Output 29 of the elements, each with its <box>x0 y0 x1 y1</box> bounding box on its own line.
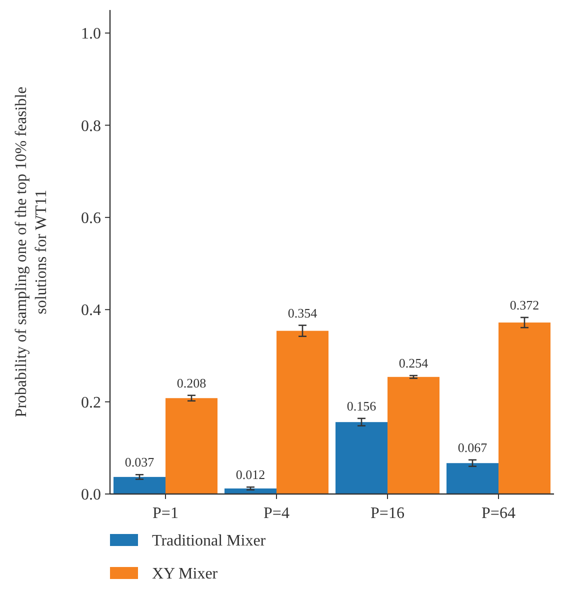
data-label: 0.037 <box>124 454 155 470</box>
y-tick-label: 0.6 <box>81 210 101 228</box>
bar <box>114 476 166 494</box>
y-axis-title: Probability of sampling one of the top 10% feasible solutions for WT11 <box>13 86 50 418</box>
y-tick-label: 0.0 <box>81 486 101 504</box>
x-tick-label: P=4 <box>264 505 290 522</box>
y-tick-label: 0.4 <box>81 302 101 320</box>
data-label: 0.067 <box>458 440 488 455</box>
data-label: 0.012 <box>236 467 266 482</box>
bar <box>388 376 440 494</box>
y-tick-label: 0.8 <box>81 118 101 135</box>
legend-label: Traditional Mixer <box>152 532 266 550</box>
x-tick-label: P=1 <box>152 505 178 522</box>
y-tick-label: 1.0 <box>81 26 101 43</box>
x-tick-label: P=16 <box>370 505 404 522</box>
bar <box>498 322 550 494</box>
x-tick-label: P=64 <box>482 505 516 522</box>
data-label: 0.156 <box>346 398 377 414</box>
bar <box>446 463 498 494</box>
bar <box>166 398 218 494</box>
y-tick-label: 0.2 <box>81 394 101 412</box>
bar <box>336 422 388 494</box>
data-label: 0.372 <box>510 297 540 312</box>
legend-label: XY Mixer <box>152 566 218 583</box>
data-label: 0.354 <box>288 305 318 320</box>
data-label: 0.208 <box>176 375 206 390</box>
bar <box>224 488 276 494</box>
data-label: 0.254 <box>398 356 429 371</box>
bar <box>276 330 328 494</box>
